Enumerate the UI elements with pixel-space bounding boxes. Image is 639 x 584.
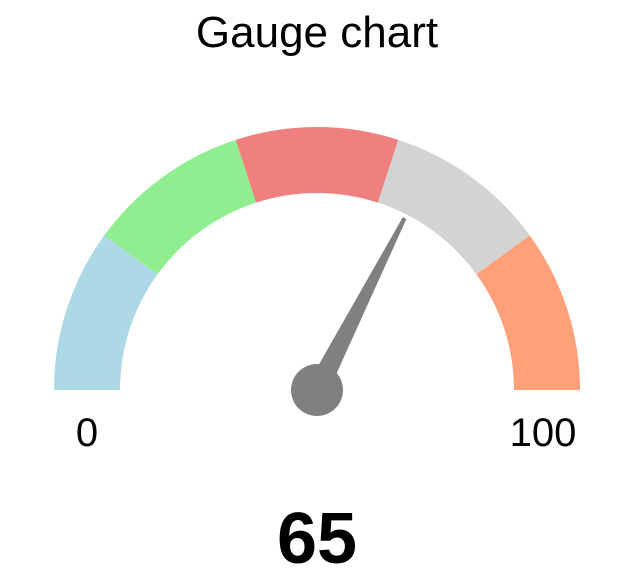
gauge-band-1 — [54, 235, 158, 390]
gauge-band-2 — [104, 139, 257, 275]
gauge-band-4 — [377, 139, 530, 275]
gauge-needle — [307, 217, 407, 395]
gauge-band-5 — [476, 235, 580, 390]
chart-title: Gauge chart — [196, 8, 438, 57]
max-label: 100 — [510, 411, 577, 455]
gauge-band-3 — [235, 126, 399, 203]
value-label: 65 — [277, 499, 357, 579]
min-label: 0 — [76, 411, 98, 455]
gauge-needle-hub — [291, 364, 343, 416]
